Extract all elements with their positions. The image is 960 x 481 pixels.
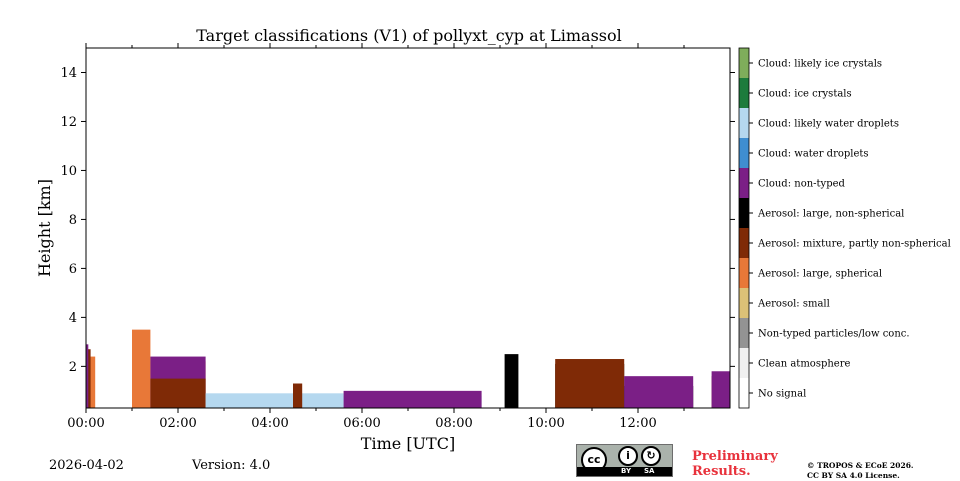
measurement-date: 2026-04-02 xyxy=(49,458,124,473)
classification-layer-7 xyxy=(205,393,344,408)
classification-layer-2 xyxy=(86,344,89,408)
version-label: Version: 4.0 xyxy=(192,458,271,473)
classification-layer-13 xyxy=(555,359,625,408)
y-tick-label-6: 14 xyxy=(60,66,77,81)
legend-label-2: Cloud: likely water droplets xyxy=(758,119,899,130)
legend-label-5: Aerosol: large, non-spherical xyxy=(757,209,904,220)
legend-label-6: Aerosol: mixture, partly non-spherical xyxy=(757,239,951,250)
classification-layer-3 xyxy=(132,329,151,408)
classification-layer-11 xyxy=(504,354,519,408)
legend-swatch-11 xyxy=(739,378,749,408)
legend-swatch-10 xyxy=(739,348,749,378)
legend-label-1: Cloud: ice crystals xyxy=(758,89,852,100)
classification-layer-17 xyxy=(711,371,730,408)
y-tick-label-2: 6 xyxy=(69,262,77,277)
y-tick-label-3: 8 xyxy=(69,213,77,228)
copyright-note: © TROPOS & ECoE 2026. CC BY SA 4.0 Licen… xyxy=(807,461,914,481)
chart-title: Target classifications (V1) of pollyxt_c… xyxy=(196,26,622,45)
classification-layer-6 xyxy=(150,378,206,408)
classification-layer-8 xyxy=(293,383,303,408)
chart-legend: Cloud: likely ice crystals Cloud: ice cry… xyxy=(738,47,951,409)
legend-swatch-5 xyxy=(739,198,749,228)
preliminary-line-2: Results. xyxy=(692,464,751,479)
legend-swatch-6 xyxy=(739,228,749,258)
legend-label-9: Non-typed particles/low conc. xyxy=(758,329,910,340)
legend-swatch-8 xyxy=(739,288,749,318)
legend-swatch-2 xyxy=(739,108,749,138)
legend-label-4: Cloud: non-typed xyxy=(758,179,846,190)
y-tick-label-4: 10 xyxy=(60,164,77,179)
legend-frame xyxy=(738,47,750,409)
chart-axes: 00:00 02:00 04:00 06:00 08:00 10:00 12:00 2 4 6 8 1… xyxy=(35,26,735,453)
cc-sa-text: SA xyxy=(644,467,655,475)
legend-swatch-3 xyxy=(739,138,749,168)
x-tick-label-4: 08:00 xyxy=(435,416,472,431)
legend-label-7: Aerosol: large, spherical xyxy=(757,269,882,280)
preliminary-line-1: Preliminary xyxy=(692,449,778,464)
preliminary-results-note: Preliminary Results. xyxy=(692,449,778,479)
x-axis-label: Time [UTC] xyxy=(361,434,455,453)
cc-by-text: BY xyxy=(621,467,632,475)
x-tick-label-1: 02:00 xyxy=(159,416,196,431)
x-tick-label-0: 00:00 xyxy=(67,416,104,431)
x-tick-label-3: 06:00 xyxy=(343,416,380,431)
x-tick-label-5: 10:00 xyxy=(527,416,564,431)
legend-swatch-4 xyxy=(739,168,749,198)
y-tick-label-0: 2 xyxy=(69,360,77,375)
legend-swatch-0 xyxy=(739,48,749,78)
legend-label-11: No signal xyxy=(758,389,806,400)
classification-layer-15 xyxy=(624,376,694,408)
cc-license-badge: cc i ↻ BY SA xyxy=(576,444,673,477)
y-tick-label-1: 4 xyxy=(69,311,77,326)
legend-label-3: Cloud: water droplets xyxy=(758,149,869,160)
classification-layer-0 xyxy=(88,356,96,408)
copyright-line-1: © TROPOS & ECoE 2026. xyxy=(807,461,914,470)
by-person-icon: i xyxy=(618,446,638,466)
plot-background xyxy=(86,48,730,408)
legend-swatch-7 xyxy=(739,258,749,288)
y-tick-label-5: 12 xyxy=(60,115,77,130)
y-axis-label: Height [km] xyxy=(35,179,54,277)
sa-share-icon: ↻ xyxy=(641,446,661,466)
cc-badge-bar: BY SA xyxy=(577,467,672,476)
x-tick-label-6: 12:00 xyxy=(619,416,656,431)
plot-area xyxy=(86,48,730,408)
legend-label-10: Clean atmosphere xyxy=(758,359,851,370)
classification-layer-10 xyxy=(343,390,482,408)
legend-swatch-9 xyxy=(739,318,749,348)
x-tick-label-2: 04:00 xyxy=(251,416,288,431)
legend-label-0: Cloud: likely ice crystals xyxy=(758,59,882,70)
legend-swatch-1 xyxy=(739,78,749,108)
copyright-line-2: CC BY SA 4.0 License. xyxy=(807,471,900,480)
legend-label-8: Aerosol: small xyxy=(757,299,830,310)
